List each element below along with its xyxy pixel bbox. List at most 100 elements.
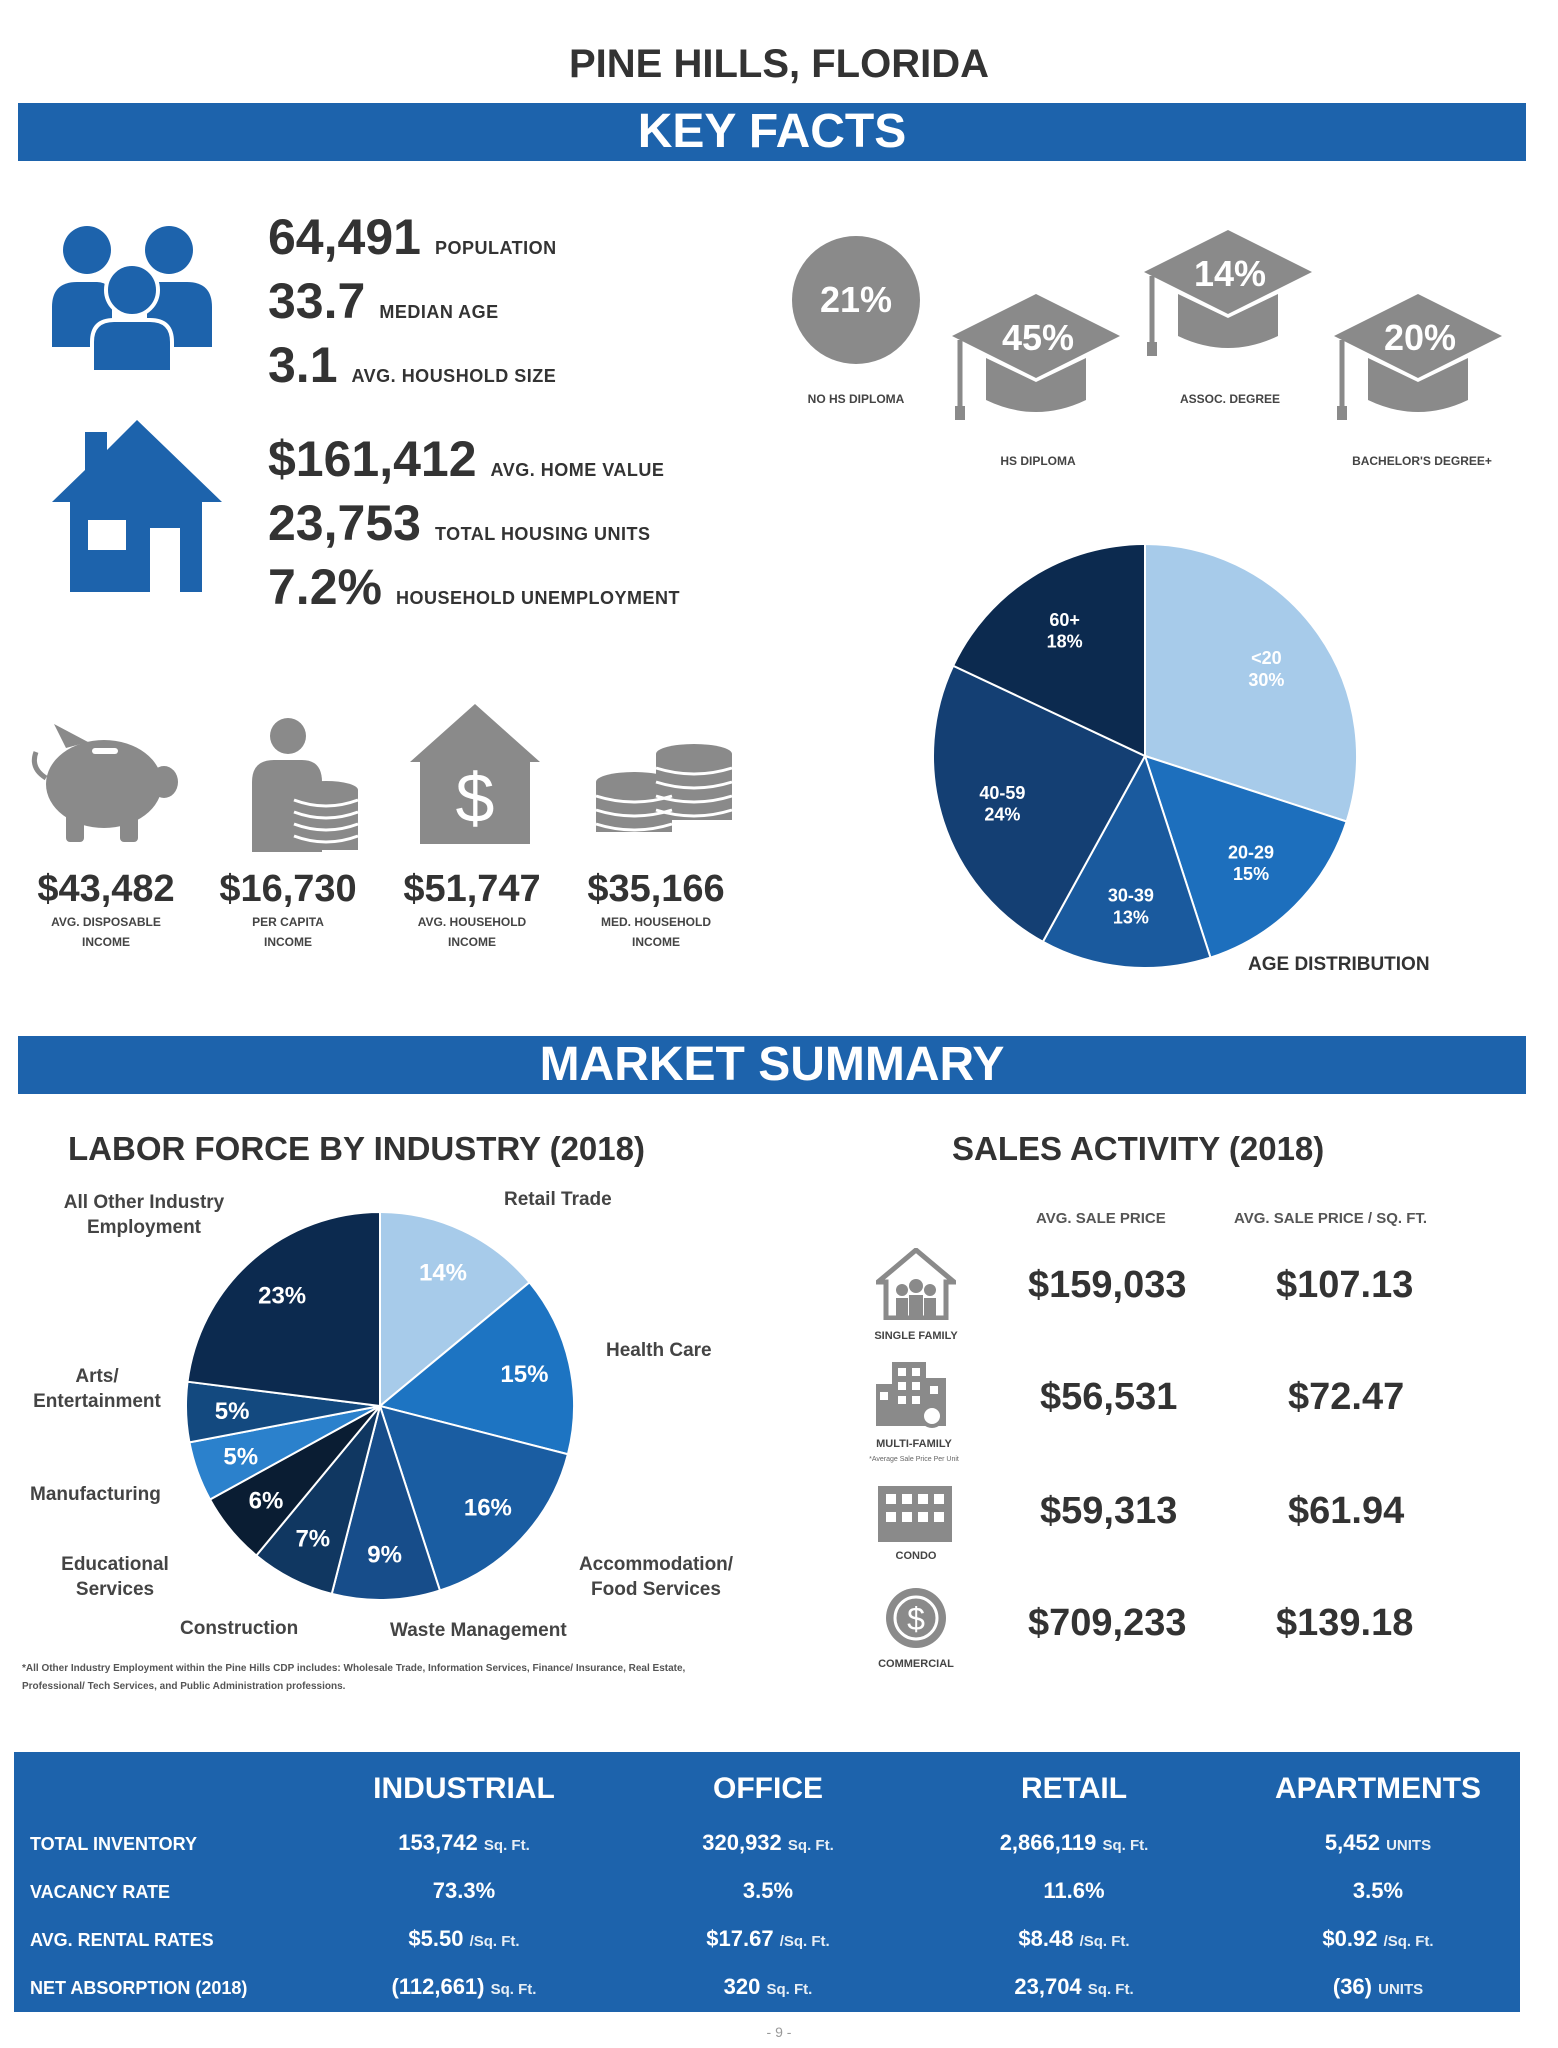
sales-activity-title: SALES ACTIVITY (2018) xyxy=(952,1130,1325,1167)
labor-slice-label-2: 16% xyxy=(464,1495,512,1522)
label-health: Health Care xyxy=(606,1340,712,1361)
age-slice-label-1: 20-29 15% xyxy=(1228,842,1274,884)
age-slice-1 xyxy=(1143,754,1348,959)
commercial-dollar-icon: $ xyxy=(886,1588,946,1648)
housing-units-stat: 23,753 TOTAL HOUSING UNITS xyxy=(268,495,651,551)
row-label-rental: AVG. RENTAL RATES xyxy=(30,1930,214,1950)
age-slice-label-3: 40-59 24% xyxy=(979,783,1025,825)
labor-slice-label-7: 5% xyxy=(215,1398,250,1425)
multi-family-price: $56,531 xyxy=(1040,1376,1178,1418)
assoc-degree-label: ASSOC. DEGREE xyxy=(1179,392,1281,406)
med-household-income-label: MED. HOUSEHOLD INCOME xyxy=(600,915,711,949)
commercial-price: $709,233 xyxy=(1028,1602,1187,1644)
multi-family-icon xyxy=(876,1362,946,1428)
single-family-price: $159,033 xyxy=(1028,1264,1187,1306)
key-facts-banner: KEY FACTS xyxy=(18,103,1526,161)
hs-diploma-label: HS DIPLOMA xyxy=(1000,454,1076,468)
single-family-psf: $107.13 xyxy=(1276,1264,1414,1306)
market-summary-banner: MARKET SUMMARY xyxy=(18,1036,1526,1094)
disposable-income-label: AVG. DISPOSABLE INCOME xyxy=(51,915,161,949)
labor-force-pie: 14% 15% 16% 9% 7% 6% 5% 5% 23% xyxy=(185,1210,575,1601)
page-number: - 9 - xyxy=(766,2024,792,2040)
hs-diploma-value: 45% xyxy=(1002,317,1074,358)
col-industrial: INDUSTRIAL xyxy=(373,1772,555,1805)
house-dollar-icon: $ xyxy=(410,704,540,844)
age-slice-4 xyxy=(951,542,1146,758)
table-cell: $17.67 /Sq. Ft. xyxy=(706,1926,830,1951)
med-household-income-value: $35,166 xyxy=(587,868,725,910)
table-cell: $0.92 /Sq. Ft. xyxy=(1322,1926,1434,1951)
avg-sale-psf-header: AVG. SALE PRICE / SQ. FT. xyxy=(1234,1210,1428,1227)
labor-slice-3 xyxy=(330,1402,442,1601)
condo-icon xyxy=(878,1486,952,1542)
col-apartments: APARTMENTS xyxy=(1274,1772,1482,1805)
multi-family-label: MULTI-FAMILY xyxy=(876,1438,952,1450)
age-slice-label-0: <20 30% xyxy=(1248,648,1284,690)
col-retail: RETAIL xyxy=(1020,1772,1128,1805)
labor-slice-label-8: 23% xyxy=(258,1282,306,1309)
row-label-absorption: NET ABSORPTION (2018) xyxy=(30,1978,248,1998)
hs-diploma-cap-icon xyxy=(952,294,1120,420)
labor-slice-0 xyxy=(379,1210,531,1409)
age-slice-0 xyxy=(1144,542,1358,823)
no-diploma-label: NO HS DIPLOMA xyxy=(807,392,905,406)
coin-stacks-icon xyxy=(595,744,733,832)
per-capita-income-label: PER CAPITA INCOME xyxy=(252,915,324,949)
condo-label: CONDO xyxy=(895,1550,937,1562)
labor-footnote: *All Other Industry Employment within th… xyxy=(22,1663,686,1692)
row-label-vacancy: VACANCY RATE xyxy=(30,1882,171,1902)
page-title: PINE HILLS, FLORIDA xyxy=(569,42,989,86)
age-slice-2 xyxy=(1041,753,1212,969)
table-cell: 320,932 Sq. Ft. xyxy=(702,1830,834,1855)
age-distribution-pie: <20 30% 20-29 15% 30-39 13% 40-59 24% 60+ 18% xyxy=(932,542,1358,969)
population-stat: 64,491 POPULATION xyxy=(268,209,557,265)
table-cell: 3.5% xyxy=(742,1878,794,1903)
table-cell: (36) UNITS xyxy=(1332,1974,1424,1999)
commercial-psf: $139.18 xyxy=(1276,1602,1414,1644)
age-slice-label-2: 30-39 13% xyxy=(1108,886,1154,928)
house-icon xyxy=(52,420,222,592)
label-retail: Retail Trade xyxy=(504,1189,612,1210)
market-table: INDUSTRIAL OFFICE RETAIL APARTMENTS TOTA… xyxy=(14,1752,1520,2012)
median-age-stat: 33.7 MEDIAN AGE xyxy=(268,273,499,329)
labor-slice-label-4: 7% xyxy=(295,1525,330,1552)
table-cell: 11.6% xyxy=(1043,1878,1105,1903)
bachelors-label: BACHELOR'S DEGREE+ xyxy=(1352,454,1492,468)
label-accommodation: Accommodation/Food Services xyxy=(578,1554,734,1600)
assoc-degree-cap-icon xyxy=(1144,230,1312,356)
table-cell: 73.3% xyxy=(432,1878,496,1903)
home-value-stat: $161,412 AVG. HOME VALUE xyxy=(268,431,665,487)
people-icon xyxy=(52,226,212,374)
household-size-stat: 3.1 AVG. HOUSHOLD SIZE xyxy=(268,337,557,393)
disposable-income-value: $43,482 xyxy=(37,868,175,910)
table-cell: 23,704 Sq. Ft. xyxy=(1014,1974,1134,1999)
table-cell: 2,866,119 Sq. Ft. xyxy=(999,1830,1149,1855)
unemployment-stat: 7.2% HOUSEHOLD UNEMPLOYMENT xyxy=(268,559,680,615)
avg-household-income-label: AVG. HOUSEHOLD INCOME xyxy=(417,915,527,949)
single-family-label: SINGLE FAMILY xyxy=(874,1330,958,1342)
labor-slice-1 xyxy=(377,1280,575,1456)
piggy-bank-icon xyxy=(31,724,178,842)
labor-force-title: LABOR FORCE BY INDUSTRY (2018) xyxy=(68,1130,645,1167)
label-construction: Construction xyxy=(180,1618,299,1639)
age-slice-label-4: 60+ 18% xyxy=(1047,610,1083,652)
label-waste: Waste Management xyxy=(390,1620,567,1641)
table-cell: (112,661) Sq. Ft. xyxy=(391,1974,537,1999)
labor-slice-8 xyxy=(186,1210,381,1408)
col-office: OFFICE xyxy=(713,1772,823,1805)
labor-slice-label-6: 5% xyxy=(223,1444,258,1471)
row-label-inventory: TOTAL INVENTORY xyxy=(30,1834,198,1854)
labor-slice-label-0: 14% xyxy=(419,1259,467,1286)
age-distribution-title: AGE DISTRIBUTION xyxy=(1248,954,1430,975)
condo-price: $59,313 xyxy=(1040,1490,1178,1532)
table-cell: $8.48 /Sq. Ft. xyxy=(1018,1926,1130,1951)
label-educational: Educational Services xyxy=(61,1554,169,1600)
labor-slice-label-3: 9% xyxy=(367,1541,402,1568)
labor-slice-2 xyxy=(378,1404,570,1592)
table-cell: 3.5% xyxy=(1352,1878,1404,1903)
avg-household-income-value: $51,747 xyxy=(403,868,541,910)
no-diploma-value: 21% xyxy=(820,279,892,320)
age-slice-3 xyxy=(932,664,1147,944)
label-manufacturing: Manufacturing xyxy=(30,1484,161,1505)
svg-text:$: $ xyxy=(907,1601,925,1637)
